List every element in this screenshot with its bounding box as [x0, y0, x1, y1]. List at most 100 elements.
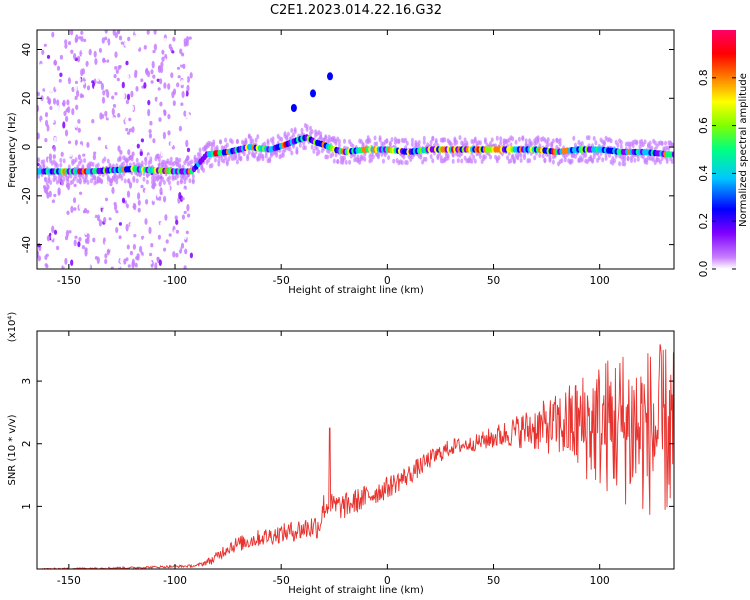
halo-cell [332, 158, 336, 164]
noise-cell [118, 235, 122, 240]
noise-cell [176, 66, 181, 70]
noise-cell [166, 212, 170, 218]
noise-cell [106, 90, 110, 99]
noise-cell [75, 104, 79, 111]
halo-cell [443, 137, 447, 143]
noise-cell [160, 140, 164, 147]
halo-cell [616, 142, 620, 148]
noise-cell [158, 65, 162, 70]
noise-cell [122, 107, 126, 111]
snr-x-label: Height of straight line (km) [288, 585, 424, 596]
noise-cell [149, 252, 153, 257]
noise-cell [161, 49, 165, 55]
halo-cell [290, 150, 294, 156]
noise-cell [163, 154, 167, 161]
halo-cell [574, 153, 577, 159]
halo-cell [123, 178, 127, 184]
noise-cell [189, 252, 193, 259]
halo-cell [162, 180, 166, 185]
noise-cell [71, 108, 75, 116]
noise-cell [81, 53, 85, 58]
noise-cell [73, 183, 77, 188]
halo-cell [157, 156, 161, 162]
halo-cell [563, 157, 567, 163]
halo-cell [553, 153, 557, 159]
noise-cell [180, 242, 185, 249]
halo-cell [405, 140, 409, 146]
noise-cell [104, 36, 108, 41]
noise-cell [54, 33, 58, 37]
noise-cell [108, 254, 112, 262]
noise-cell [59, 72, 63, 78]
noise-cell [148, 226, 152, 235]
noise-cell [156, 78, 160, 83]
noise-cell [119, 122, 123, 130]
noise-cell [163, 145, 167, 149]
halo-cell [217, 161, 221, 167]
noise-cell [121, 93, 126, 100]
noise-cell [104, 240, 108, 247]
noise-cell [160, 61, 164, 68]
noise-cell [156, 256, 160, 261]
noise-cell [104, 53, 108, 61]
noise-cell [179, 186, 183, 194]
halo-cell [458, 135, 462, 141]
noise-cell [75, 70, 79, 76]
noise-cell [183, 232, 187, 240]
halo-cell [548, 156, 552, 162]
noise-cell [115, 210, 119, 214]
noise-cell [147, 99, 151, 106]
noise-cell [139, 227, 143, 235]
noise-cell [164, 214, 168, 221]
noise-cell [104, 110, 108, 117]
x-tick-label: -150 [57, 575, 81, 587]
halo-cell [178, 157, 182, 163]
halo-cell [529, 140, 533, 146]
halo-cell [429, 154, 433, 160]
halo-cell [489, 154, 492, 160]
noise-cell [189, 217, 194, 223]
noise-cell [98, 80, 103, 85]
halo-cell [117, 174, 120, 180]
halo-cell [630, 158, 633, 164]
noise-cell [38, 239, 42, 244]
noise-cell [171, 190, 175, 194]
halo-cell [230, 139, 234, 145]
halo-cell [429, 139, 433, 145]
noise-cell [175, 145, 179, 150]
noise-cell [132, 56, 136, 62]
noise-cell [163, 109, 167, 117]
noise-cell [77, 154, 81, 161]
noise-cell [66, 99, 70, 106]
noise-cell [179, 40, 183, 46]
halo-cell [635, 139, 639, 145]
noise-cell [168, 79, 172, 84]
noise-cell [53, 229, 58, 235]
noise-cell [56, 99, 60, 106]
noise-cell [139, 51, 143, 58]
halo-cell [235, 159, 239, 165]
noise-cell [116, 85, 120, 92]
halo-cell [473, 158, 477, 164]
halo-cell [191, 178, 195, 184]
noise-cell [97, 51, 101, 58]
noise-cell [46, 184, 50, 190]
halo-cell [417, 140, 421, 145]
noise-cell [101, 37, 105, 44]
noise-cell [153, 236, 158, 242]
noise-cell [86, 85, 91, 91]
noise-cell [38, 200, 43, 208]
noise-cell [154, 262, 158, 269]
noise-cell [73, 239, 77, 247]
noise-cell [51, 199, 56, 203]
noise-cell [126, 244, 130, 250]
noise-cell [95, 103, 99, 109]
noise-cell [154, 96, 158, 102]
snr-background [37, 331, 674, 569]
halo-cell [473, 136, 477, 142]
noise-cell [77, 241, 81, 248]
halo-cell [310, 129, 314, 135]
noise-cell [114, 263, 119, 268]
noise-cell [44, 112, 49, 118]
